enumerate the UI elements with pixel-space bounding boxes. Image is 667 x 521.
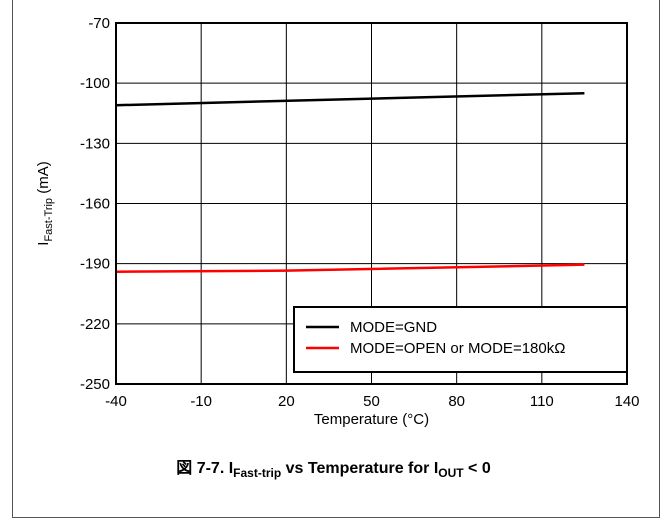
x-tick-label: 110 — [530, 393, 554, 410]
caption-suffix: < 0 — [463, 460, 491, 477]
series-layer — [115, 91, 585, 273]
y-axis-label-unit: (mA) — [35, 161, 52, 198]
caption-sub-out: OUT — [438, 466, 464, 481]
y-axis-label: IFast-Trip (mA) — [35, 161, 55, 245]
x-tick-label: -40 — [105, 393, 127, 410]
figure-caption: 図 7-7. IFast-trip vs Temperature for IOU… — [0, 454, 667, 480]
chart: -70 -100 -130 -160 -190 -220 -250 -40 -10 20 50 80… — [35, 15, 640, 428]
y-tick-label: -70 — [88, 15, 110, 32]
legend-entry-mode-open: MODE=OPEN or MODE=180kΩ — [350, 340, 565, 357]
y-tick-labels: -70 -100 -130 -160 -190 -220 -250 — [80, 15, 110, 393]
legend: MODE=GND MODE=OPEN or MODE=180kΩ — [293, 306, 628, 373]
y-tick-label: -160 — [80, 196, 110, 213]
figure-frame — [12, 0, 660, 518]
y-tick-label: -130 — [80, 135, 110, 152]
series-line-1 — [115, 263, 585, 273]
x-tick-label: -10 — [190, 393, 212, 410]
y-axis-label-main: I — [35, 242, 52, 246]
x-axis-label: Temperature (°C) — [314, 411, 429, 428]
y-axis-label-sub: Fast-Trip — [43, 198, 55, 242]
x-tick-label: 140 — [614, 393, 639, 410]
legend-entry-mode-gnd: MODE=GND — [350, 319, 437, 336]
legend-box — [293, 306, 628, 373]
plot-border — [115, 22, 628, 385]
y-tick-label: -100 — [80, 75, 110, 92]
series-line-0 — [115, 91, 585, 107]
x-tick-label: 20 — [278, 393, 295, 410]
x-tick-label: 80 — [448, 393, 465, 410]
y-tick-label: -220 — [80, 316, 110, 333]
y-tick-label: -190 — [80, 256, 110, 273]
caption-sub-fast-trip: Fast-trip — [233, 466, 282, 481]
x-tick-label: 50 — [363, 393, 380, 410]
y-tick-label: -250 — [80, 376, 110, 393]
caption-middle: vs Temperature for I — [281, 460, 439, 477]
caption-prefix: 図 7-7. I — [176, 460, 234, 477]
x-tick-labels: -40 -10 20 50 80 110 140 — [105, 393, 639, 410]
